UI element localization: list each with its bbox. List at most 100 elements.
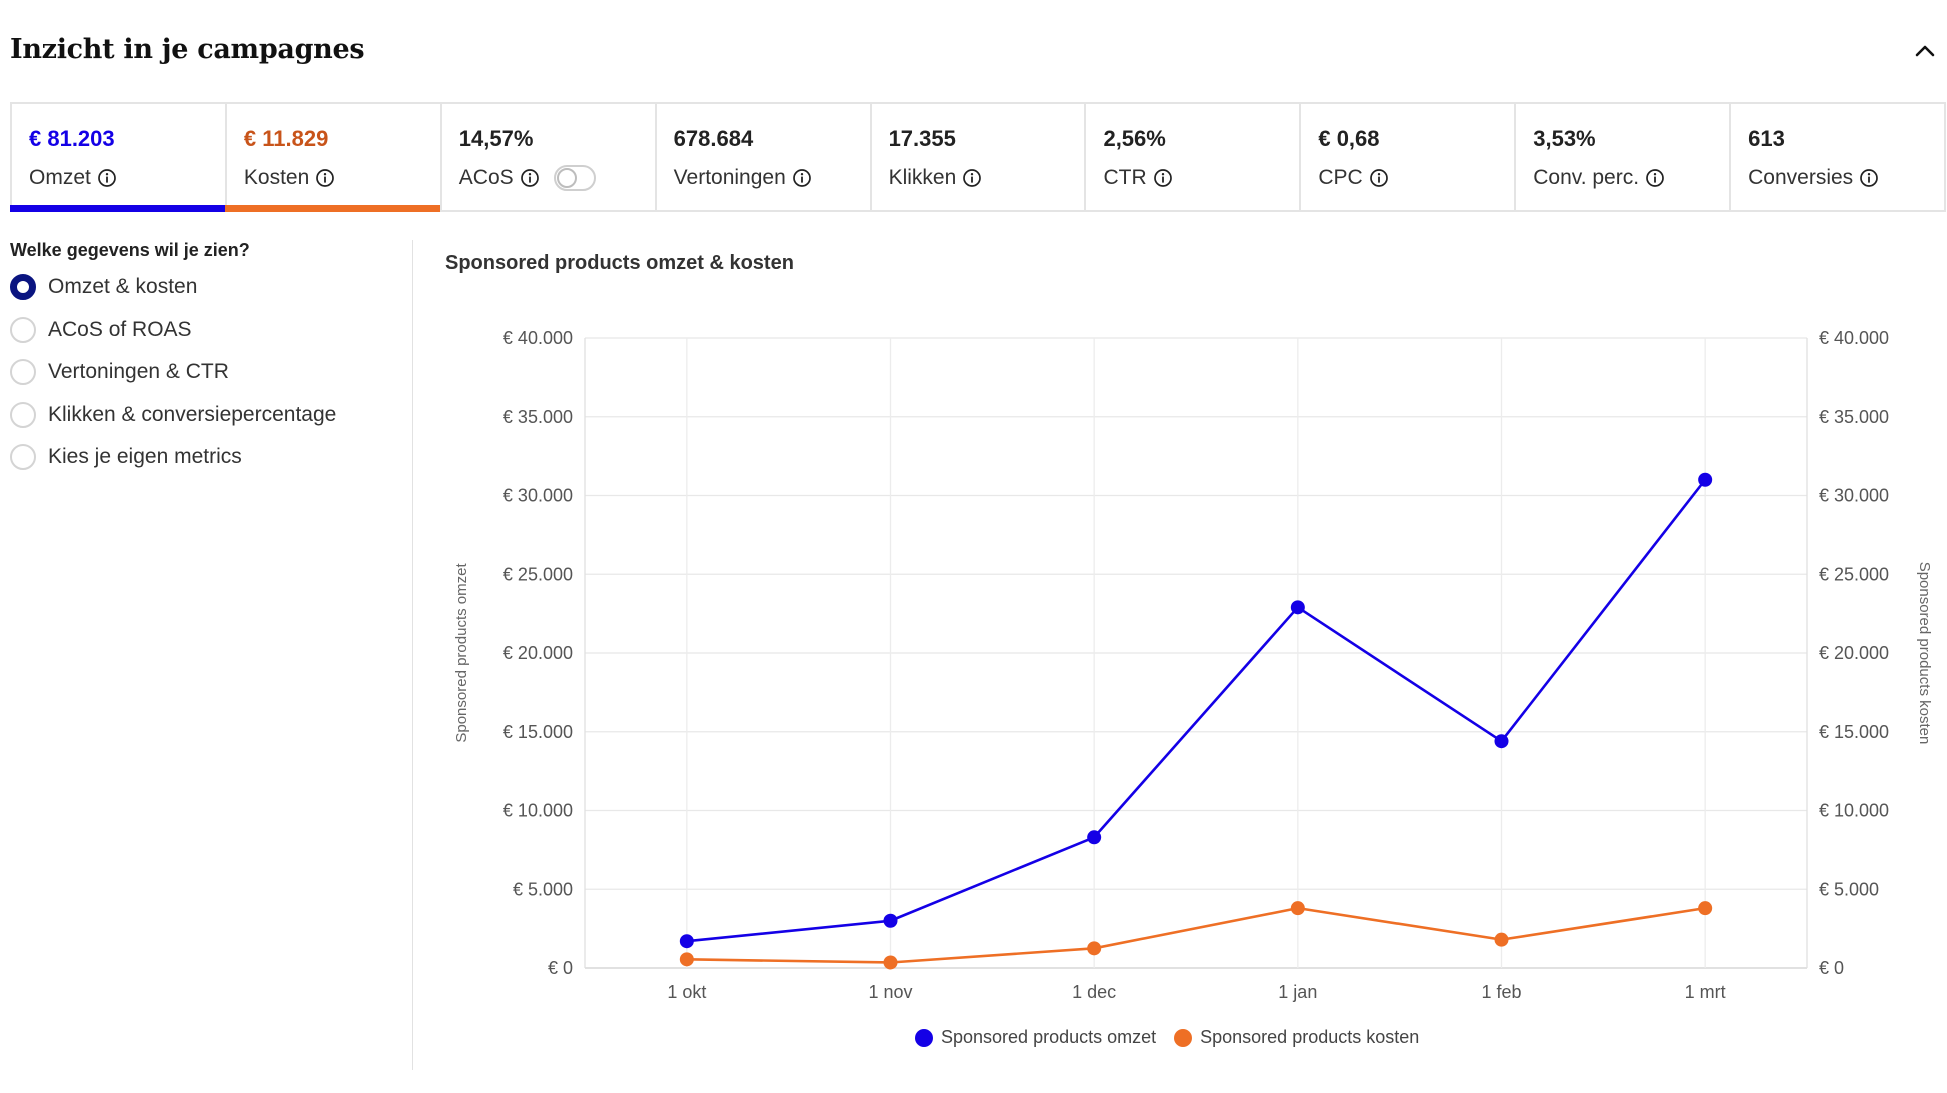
kpi-tile-klikken[interactable]: 17.355 Klikken: [869, 102, 1085, 212]
radio-button[interactable]: [10, 359, 36, 386]
radio-option-omzet-kosten[interactable]: Omzet & kosten: [10, 266, 410, 309]
data-selection-panel: Welke gegevens wil je zien? Omzet & kost…: [10, 240, 410, 1070]
kpi-label: Omzet: [29, 166, 91, 189]
y-tick-label-right: € 15.000: [1819, 722, 1889, 742]
data-point-omzet: [1087, 830, 1102, 845]
radio-button[interactable]: [10, 274, 36, 301]
data-point-omzet: [1494, 734, 1509, 749]
data-point-omzet: [1290, 600, 1305, 615]
radio-button[interactable]: [10, 444, 36, 471]
legend-marker: [915, 1028, 933, 1047]
data-point-kosten: [1087, 941, 1102, 956]
radio-label: Omzet & kosten: [48, 275, 198, 299]
kpi-tile-ctr[interactable]: 2,56% CTR: [1084, 102, 1300, 212]
kpi-label: Conversies: [1748, 166, 1854, 189]
collapse-button[interactable]: [1910, 36, 1940, 66]
info-icon[interactable]: [1369, 168, 1389, 188]
data-point-omzet: [1698, 472, 1713, 487]
info-icon[interactable]: [1645, 168, 1665, 188]
kpi-value: € 11.829: [243, 126, 329, 151]
y-tick-label-right: € 40.000: [1819, 328, 1889, 348]
y-tick-label-right: € 20.000: [1819, 643, 1889, 663]
data-point-kosten: [1494, 932, 1509, 947]
series-line-kosten: [686, 906, 1706, 964]
y-tick-label-right: € 25.000: [1819, 564, 1889, 584]
data-point-omzet: [883, 913, 898, 928]
radio-option-vertoningen-ctr[interactable]: Vertoningen & CTR: [10, 351, 410, 394]
data-point-omzet: [679, 934, 694, 949]
data-point-kosten: [1698, 901, 1713, 916]
kpi-tiles: € 81.203 Omzet € 11.829 Kosten 14,57% AC…: [10, 102, 1947, 212]
kpi-value: 14,57%: [458, 126, 534, 151]
y-tick-label-left: € 20.000: [503, 643, 573, 663]
info-icon[interactable]: [97, 168, 117, 188]
chevron-up-icon: [1915, 45, 1935, 57]
kpi-label: Vertoningen: [673, 166, 786, 189]
info-icon[interactable]: [792, 168, 812, 188]
line-chart: € 0 € 0 € 5.000 € 5.000 € 10.000 € 10.000 € 15…: [453, 328, 1933, 1002]
radio-option-acos-roas[interactable]: ACoS of ROAS: [10, 309, 410, 352]
selected-underline: [224, 205, 442, 212]
radio-button[interactable]: [10, 316, 36, 343]
radio-label: ACoS of ROAS: [48, 317, 192, 341]
radio-label: Klikken & conversiepercentage: [48, 402, 337, 426]
kpi-label: Kosten: [243, 166, 310, 189]
y-tick-label-left: € 35.000: [503, 407, 573, 427]
y-axis-label-left: Sponsored products omzet: [453, 563, 470, 743]
y-tick-label-left: € 30.000: [503, 486, 573, 506]
kpi-value: 3,53%: [1533, 126, 1596, 151]
info-icon[interactable]: [1859, 168, 1879, 188]
series-line-omzet: [686, 478, 1707, 943]
legend-item-kosten[interactable]: Sponsored products kosten: [1174, 1027, 1419, 1048]
y-tick-label-right: € 30.000: [1819, 486, 1889, 506]
kpi-tile-conv-perc[interactable]: 3,53% Conv. perc.: [1514, 102, 1730, 212]
legend-label: Sponsored products kosten: [1200, 1027, 1420, 1047]
radio-label: Vertoningen & CTR: [48, 360, 229, 384]
x-tick-label: 1 dec: [1072, 982, 1116, 1002]
selected-underline: [10, 205, 227, 212]
radio-button[interactable]: [10, 401, 36, 428]
x-tick-label: 1 jan: [1278, 982, 1317, 1002]
y-tick-label-right: € 10.000: [1819, 801, 1889, 821]
y-tick-label-left: € 5.000: [513, 879, 573, 899]
kpi-value: € 81.203: [29, 126, 115, 151]
legend-label: Sponsored products omzet: [941, 1027, 1157, 1047]
info-icon[interactable]: [315, 168, 335, 188]
panel-divider: [412, 240, 413, 1070]
kpi-tile-conversies[interactable]: 613 Conversies: [1729, 102, 1947, 212]
kpi-value: € 0,68: [1318, 126, 1380, 151]
radio-option-eigen-metrics[interactable]: Kies je eigen metrics: [10, 436, 410, 479]
kpi-label: CTR: [1103, 166, 1147, 189]
kpi-tile-kosten[interactable]: € 11.829 Kosten: [224, 102, 442, 212]
kpi-value: 17.355: [888, 126, 956, 151]
chart-legend: Sponsored products omzet Sponsored produ…: [915, 1027, 1437, 1048]
kpi-tile-vertoningen[interactable]: 678.684 Vertoningen: [654, 102, 870, 212]
kpi-value: 613: [1748, 126, 1785, 151]
radio-option-klikken-conversie[interactable]: Klikken & conversiepercentage: [10, 394, 410, 437]
info-icon[interactable]: [1153, 168, 1173, 188]
y-tick-label-right: € 5.000: [1819, 879, 1879, 899]
kpi-tile-acos[interactable]: 14,57% ACoS: [439, 102, 655, 212]
x-tick-label: 1 nov: [868, 982, 912, 1002]
y-tick-label-left: € 40.000: [503, 328, 573, 348]
kpi-tile-cpc[interactable]: € 0,68 CPC: [1299, 102, 1515, 212]
y-tick-label-left: € 25.000: [503, 564, 573, 584]
chart-title: Sponsored products omzet & kosten: [445, 252, 794, 274]
kpi-label: CPC: [1318, 166, 1363, 189]
info-icon[interactable]: [962, 168, 982, 188]
x-tick-label: 1 mrt: [1685, 982, 1726, 1002]
info-icon[interactable]: [520, 168, 540, 188]
page-title: Inzicht in je campagnes: [10, 34, 365, 65]
toggle-knob: [556, 168, 577, 188]
legend-marker: [1174, 1028, 1193, 1047]
acos-roas-toggle[interactable]: [553, 165, 596, 191]
y-tick-label-left: € 10.000: [503, 801, 573, 821]
kpi-tile-omzet[interactable]: € 81.203 Omzet: [10, 102, 227, 212]
y-tick-label-right: € 0: [1819, 958, 1844, 978]
sidebar-heading: Welke gegevens wil je zien?: [10, 240, 250, 260]
y-axis-label-right: Sponsored products kosten: [1916, 562, 1933, 745]
kpi-value: 678.684: [673, 126, 754, 151]
radio-label: Kies je eigen metrics: [48, 445, 242, 469]
legend-item-omzet[interactable]: Sponsored products omzet: [915, 1027, 1156, 1048]
x-tick-label: 1 okt: [667, 982, 706, 1002]
